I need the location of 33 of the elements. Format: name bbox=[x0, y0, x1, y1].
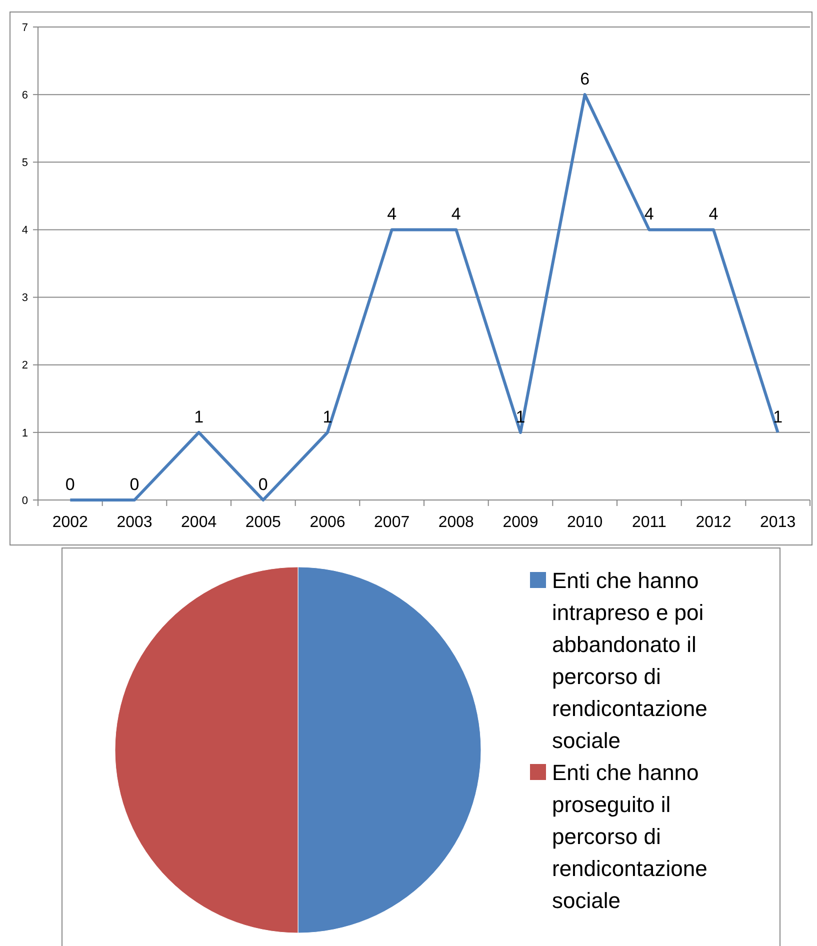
data-label: 1 bbox=[194, 407, 204, 426]
y-tick-label: 4 bbox=[22, 224, 28, 237]
x-tick-label: 2004 bbox=[181, 514, 217, 531]
x-tick-label: 2012 bbox=[696, 514, 732, 531]
y-tick-label: 5 bbox=[22, 156, 28, 169]
data-label: 4 bbox=[451, 204, 461, 224]
y-tick-label: 0 bbox=[22, 494, 28, 507]
x-tick-label: 2006 bbox=[310, 514, 346, 531]
data-label: 4 bbox=[644, 204, 654, 224]
x-tick-label: 2009 bbox=[502, 514, 538, 531]
legend-label: Enti che hanno proseguito il percorso di rendicontazione sociale bbox=[552, 760, 708, 913]
x-tick-label: 2013 bbox=[760, 514, 796, 531]
data-label: 4 bbox=[708, 204, 718, 224]
data-label: 0 bbox=[130, 475, 140, 494]
y-tick-label: 7 bbox=[22, 22, 28, 34]
x-tick-label: 2005 bbox=[245, 514, 282, 531]
data-label: 1 bbox=[773, 407, 783, 426]
data-label: 6 bbox=[580, 70, 590, 89]
x-tick-label: 2003 bbox=[116, 514, 152, 531]
data-label: 0 bbox=[65, 475, 75, 494]
data-label: 4 bbox=[387, 204, 397, 224]
x-tick-label: 2007 bbox=[374, 514, 410, 531]
x-tick-label: 2010 bbox=[567, 514, 603, 531]
data-label: 0 bbox=[258, 475, 268, 494]
y-tick-label: 2 bbox=[22, 360, 28, 372]
x-tick-label: 2002 bbox=[52, 514, 88, 531]
y-tick-label: 3 bbox=[22, 292, 28, 304]
x-tick-label: 2011 bbox=[632, 514, 666, 531]
y-tick-label: 6 bbox=[22, 89, 28, 102]
legend-label: Enti che hanno intrapreso e poi abbandonato il percorso di rendicontazione sociale bbox=[552, 568, 708, 753]
data-label: 1 bbox=[322, 407, 332, 426]
x-tick-label: 2008 bbox=[438, 514, 474, 531]
y-tick-label: 1 bbox=[22, 427, 28, 440]
